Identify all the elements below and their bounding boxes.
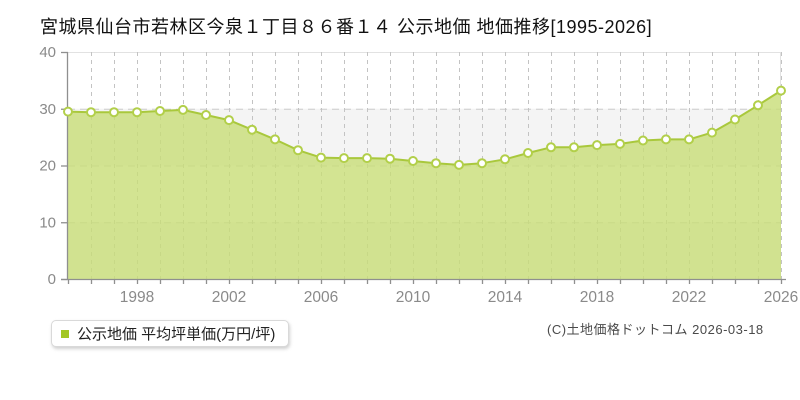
data-point-2019[interactable] [615, 138, 625, 149]
x-tick-label-2022: 2022 [672, 289, 706, 306]
x-tick-label-2006: 2006 [304, 289, 338, 306]
data-point-1997[interactable] [109, 107, 119, 118]
data-point-2012[interactable] [454, 159, 464, 170]
data-point-2017[interactable] [569, 142, 579, 153]
legend[interactable]: 公示地価 平均坪単価(万円/坪) [51, 320, 290, 347]
data-point-2024[interactable] [730, 114, 740, 125]
data-point-1999[interactable] [155, 106, 165, 116]
data-point-2011[interactable] [431, 158, 441, 169]
x-tick-label-2014: 2014 [488, 289, 523, 306]
series-label: 公示地価 平均坪単価(万円/坪) [77, 326, 276, 343]
data-point-2021[interactable] [661, 134, 671, 145]
data-point-2001[interactable] [201, 110, 211, 120]
x-tick-label-2026: 2026 [764, 289, 798, 306]
data-point-2008[interactable] [362, 153, 372, 164]
x-tick-label-2002: 2002 [212, 289, 246, 306]
data-point-1995[interactable] [63, 106, 73, 117]
data-point-1996[interactable] [86, 107, 96, 118]
data-point-2022[interactable] [684, 134, 694, 145]
x-tick-label-2018: 2018 [580, 289, 614, 306]
data-point-2016[interactable] [546, 142, 556, 153]
data-point-2006[interactable] [316, 152, 326, 163]
data-point-2018[interactable] [592, 140, 602, 151]
series-area-fill [68, 90, 781, 279]
data-point-2000[interactable] [178, 104, 188, 115]
data-point-2013[interactable] [477, 158, 487, 169]
x-tick-label-1998: 1998 [120, 289, 154, 306]
data-point-2004[interactable] [270, 134, 280, 145]
data-point-2014[interactable] [500, 154, 510, 165]
data-point-2015[interactable] [523, 148, 533, 158]
data-point-2026[interactable] [776, 85, 786, 96]
data-point-2025[interactable] [753, 100, 763, 111]
data-point-2009[interactable] [385, 153, 395, 164]
y-tick-label-20: 20 [39, 158, 56, 175]
data-point-2020[interactable] [638, 135, 648, 146]
page-title: 宮城県仙台市若林区今泉１丁目８６番１４ 公示地価 地価推移[1995-2026] [40, 17, 653, 37]
data-point-2023[interactable] [707, 127, 717, 138]
copyright-text: (C)土地価格ドットコム 2026-03-18 [547, 322, 764, 337]
y-tick-label-30: 30 [39, 101, 56, 118]
data-point-2005[interactable] [293, 145, 303, 156]
data-point-2002[interactable] [224, 115, 234, 126]
data-point-1998[interactable] [132, 107, 142, 118]
series-marker-icon [61, 329, 69, 338]
x-tick-label-2010: 2010 [396, 289, 431, 306]
data-point-2003[interactable] [247, 124, 257, 135]
y-tick-label-10: 10 [39, 214, 56, 231]
data-point-2007[interactable] [339, 153, 349, 164]
y-tick-label-0: 0 [48, 271, 56, 288]
y-tick-label-40: 40 [39, 44, 56, 61]
data-point-2010[interactable] [408, 156, 418, 166]
